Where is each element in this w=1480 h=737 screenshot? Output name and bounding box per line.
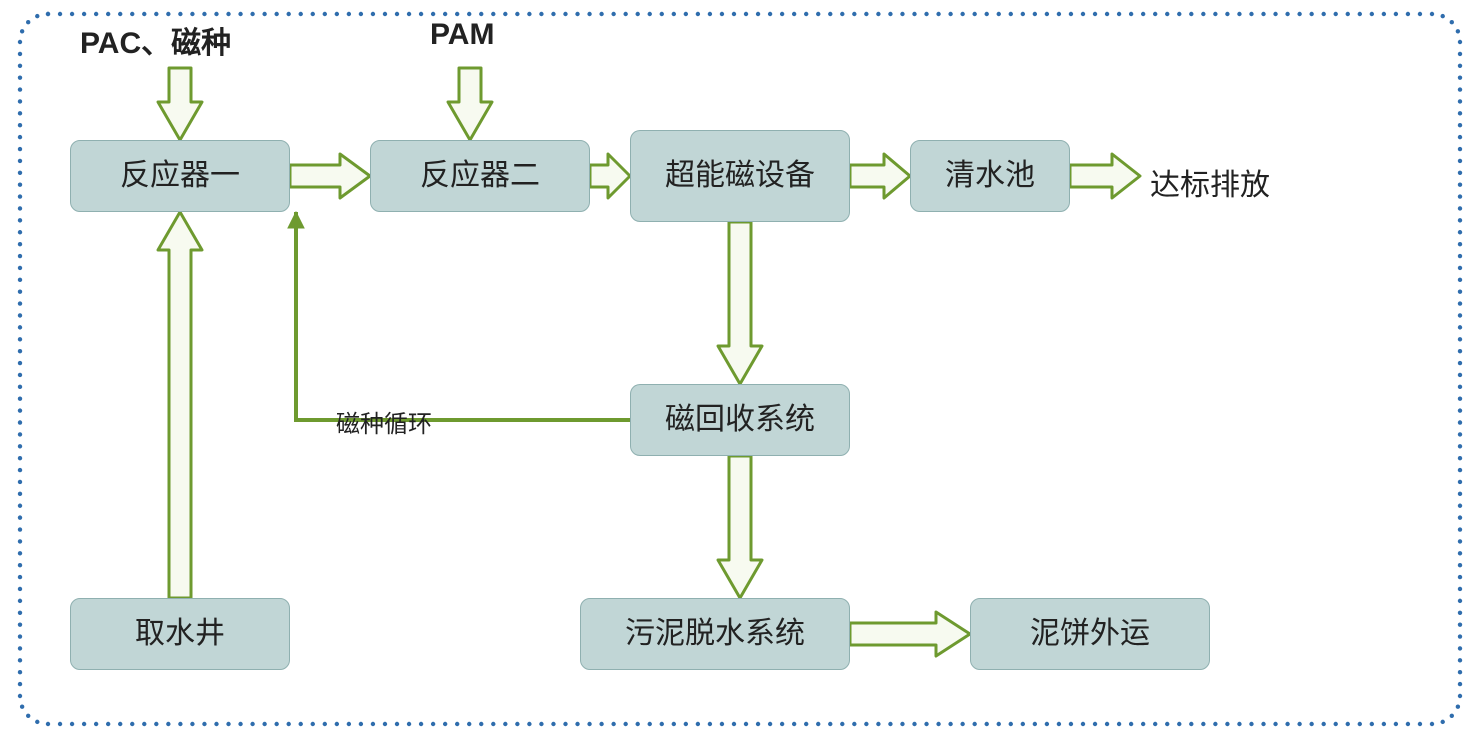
label-pac: PAC、磁种 bbox=[80, 18, 231, 62]
node-intake: 取水井 bbox=[70, 598, 290, 670]
recycle-arrowhead bbox=[288, 212, 304, 228]
node-label-recov: 磁回收系统 bbox=[665, 402, 815, 438]
label-text-recyc: 磁种循环 bbox=[336, 411, 432, 438]
arrow-a-r1-r2 bbox=[290, 154, 370, 198]
arrow-a-dew-cake bbox=[850, 612, 970, 656]
node-magdev: 超能磁设备 bbox=[630, 130, 850, 222]
diagram-canvas: 取水井 反应器一 反应器二 超能磁设备 清水池磁回收系统污泥脱水系统 泥饼外运 PAC、磁种… bbox=[0, 0, 1480, 737]
arrow-a-pam-r2 bbox=[448, 68, 492, 140]
label-disch: 达标排放 bbox=[1150, 160, 1270, 204]
label-text-pac: PAC、磁种 bbox=[80, 27, 231, 60]
node-label-intake: 取水井 bbox=[135, 616, 225, 652]
node-recov: 磁回收系统 bbox=[630, 384, 850, 456]
recycle-line bbox=[296, 212, 630, 420]
node-reactor1: 反应器一 bbox=[70, 140, 290, 212]
node-dewat: 污泥脱水系统 bbox=[580, 598, 850, 670]
arrow-a-recov-dew bbox=[718, 456, 762, 598]
arrow-a-intake-r1 bbox=[158, 212, 202, 598]
arrow-a-clear-out bbox=[1070, 154, 1140, 198]
node-label-clear: 清水池 bbox=[945, 158, 1035, 194]
node-clear: 清水池 bbox=[910, 140, 1070, 212]
label-pam: PAM bbox=[430, 18, 494, 52]
arrow-a-mag-recov bbox=[718, 222, 762, 384]
node-cake: 泥饼外运 bbox=[970, 598, 1210, 670]
node-label-magdev: 超能磁设备 bbox=[665, 158, 815, 194]
node-label-reactor2: 反应器二 bbox=[420, 158, 540, 194]
node-reactor2: 反应器二 bbox=[370, 140, 590, 212]
node-label-cake: 泥饼外运 bbox=[1030, 616, 1150, 652]
label-recyc: 磁种循环 bbox=[336, 404, 432, 439]
label-text-disch: 达标排放 bbox=[1150, 169, 1270, 202]
arrow-a-mag-clear bbox=[850, 154, 910, 198]
node-label-dewat: 污泥脱水系统 bbox=[625, 616, 805, 652]
arrow-a-pac-r1 bbox=[158, 68, 202, 140]
label-text-pam: PAM bbox=[430, 18, 494, 51]
node-label-reactor1: 反应器一 bbox=[120, 158, 240, 194]
arrow-a-r2-mag bbox=[590, 154, 630, 198]
